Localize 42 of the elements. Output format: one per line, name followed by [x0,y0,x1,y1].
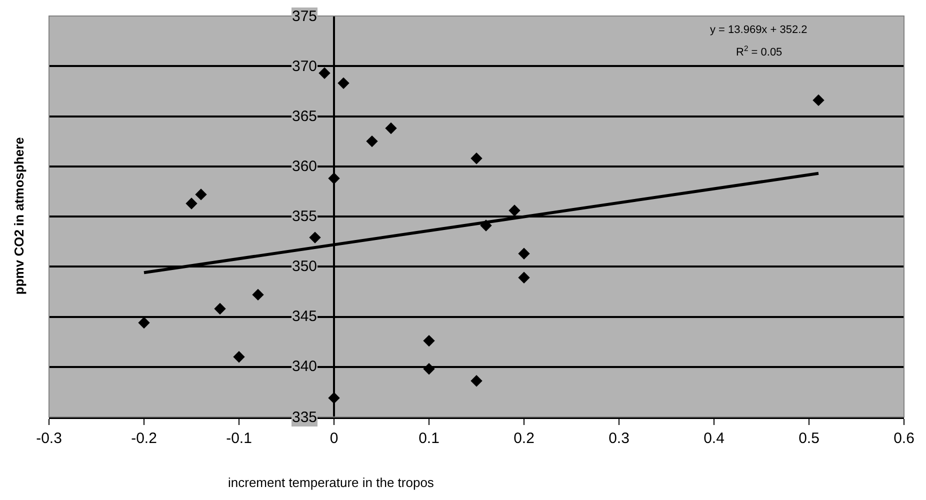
point [518,272,530,284]
point [186,198,198,210]
point [423,363,435,375]
annotation: R$^{2}$ = 0.05 [736,44,782,59]
x-tick-label: -0.2 [131,430,157,447]
point [252,288,264,301]
point [470,375,482,387]
y-tick-label: 370 [292,58,318,75]
y-axis-title: ppmv CO2 in atmosphere [12,137,27,295]
point [812,94,824,106]
point [233,351,245,363]
x-tick-label: 0.2 [514,430,534,447]
y-tick-label: 365 [292,108,318,125]
x-tick-label: 0.4 [704,430,724,447]
point [470,152,482,164]
y-tick-label: 360 [292,158,318,175]
annotation: y = 13.969x + 352.2 [710,24,808,36]
x-tick-label: 0.5 [798,430,820,447]
point [318,67,330,79]
y-tick-label: 345 [292,308,318,325]
x-tick-label: -0.1 [226,430,252,447]
x-tick-label: 0.3 [608,430,630,447]
x-tick-label: 0 [330,430,338,447]
x-tick-label: 0.6 [894,430,914,447]
point [518,248,530,260]
point [138,316,150,329]
y-tick-label: 350 [292,258,318,275]
point [195,188,207,200]
x-tick-label: 0.1 [418,430,440,447]
point [338,77,350,90]
point [214,302,226,315]
point [385,122,397,134]
point [423,334,435,347]
y-tick-label: 335 [292,409,318,426]
y-tick-label: 340 [292,358,318,375]
x-tick-label: -0.3 [36,430,62,447]
y-tick-label: 355 [292,208,318,225]
point [508,204,520,216]
point [366,135,378,148]
point [309,232,321,244]
x-axis-title: increment temperature in the tropos [228,475,434,490]
y-tick-label: 375 [292,8,318,25]
